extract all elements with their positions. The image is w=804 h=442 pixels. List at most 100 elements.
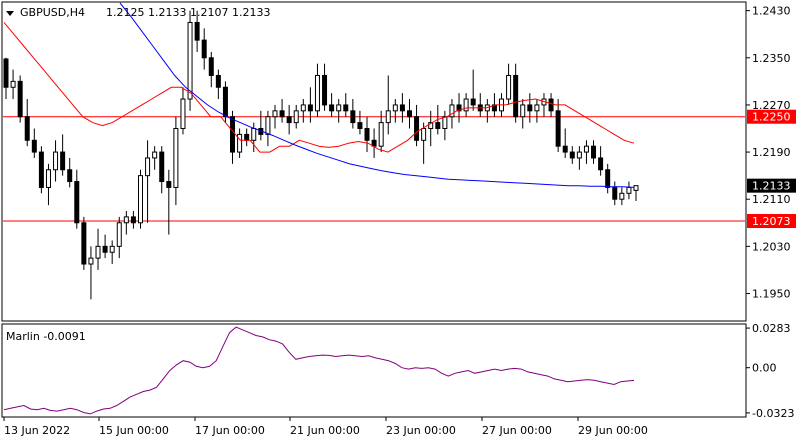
candle-bearish [17,80,23,118]
candle-bearish [555,110,561,147]
price-tags: 1.2250 1.2073 1.2133 [747,109,796,229]
candle-bullish [116,222,122,247]
indicator-label: Marlin -0.0091 [6,330,86,343]
candle-bearish [201,39,207,59]
candle-bullish [576,151,582,159]
candle-bearish [329,104,335,112]
oscillator-tick-label: -0.0323 [752,407,794,420]
candle-bullish [265,116,271,135]
candle-bullish [45,169,51,188]
level-tag-label: 1.2073 [752,215,791,228]
price-tick-label: 1.2430 [752,5,791,18]
candle-bearish [513,74,519,118]
candle-bearish [307,104,313,112]
candle-bearish [435,122,441,130]
candle-bearish [548,98,554,112]
candle-bearish [414,116,420,141]
candle-bearish [222,86,228,118]
y-axis-ticks: 1.2430 1.2350 1.2270 1.2190 1.2110 1.2030 1.19… [746,5,794,420]
candle-bullish [378,122,384,147]
candle-bullish [385,110,391,124]
candle-bearish [81,222,87,265]
time-tick-label: 13 Jun 2022 [4,424,70,437]
candle-bullish [293,110,299,124]
candle-bullish [10,80,16,88]
candle-bullish [534,104,540,112]
candle-bullish [300,104,306,112]
candle-bearish [562,145,568,153]
candle-bullish [314,74,320,112]
level-tag [747,109,796,124]
candle-bullish [180,98,186,130]
time-tick-label: 17 Jun 00:00 [195,424,265,437]
candle-bullish [619,192,625,200]
candle-bullish [421,128,427,141]
candle-bullish [626,186,632,194]
candle-bearish [364,128,370,141]
candle-bullish [506,74,512,100]
candle-bullish [95,245,101,259]
candle-bearish [612,186,618,200]
candle-bearish [470,98,476,106]
dropdown-triangle-icon[interactable] [6,11,14,16]
moving-average-lines [3,2,635,188]
candle-bullish [53,151,59,171]
candle-bearish [244,133,250,141]
time-tick-label: 15 Jun 00:00 [99,424,169,437]
candle-bearish [159,151,165,183]
price-tick-label: 1.2110 [752,193,791,206]
candle-bearish [208,57,214,76]
time-tick-label: 23 Jun 00:00 [386,424,456,437]
candle-bearish [230,116,236,153]
current-price-tag [747,178,796,193]
candle-bearish [357,122,363,130]
candle-bearish [67,169,73,183]
candle-bearish [286,116,292,124]
candle-bearish [343,104,349,112]
candle-bullish [109,245,115,253]
price-tick-label: 1.2190 [752,146,791,159]
price-tick-label: 1.2270 [752,99,791,112]
candle-bearish [130,216,136,224]
oscillator-tick-label: 0.00 [752,362,777,375]
candle-bearish [527,104,533,112]
candle-bearish [31,139,37,153]
blue-moving-average-line [119,2,635,188]
candle-bullish [152,151,158,159]
candle-bullish [442,116,448,130]
candle-bullish [336,104,342,112]
candle-bullish [237,133,243,153]
candle-bearish [3,58,9,88]
indicator-panel [1,323,747,418]
candle-bullish [449,104,455,118]
candle-bearish [399,104,405,112]
candle-bearish [38,151,44,188]
candle-bullish [392,104,398,112]
candle-bearish [350,110,356,124]
candle-bearish [605,169,611,188]
oscillator-line [3,326,635,415]
candle-bullish [88,257,94,265]
marlin-oscillator-line [3,326,635,415]
candle-bearish [215,74,221,88]
x-axis-labels: 13 Jun 2022 15 Jun 00:00 17 Jun 00:00 21 Ju… [3,417,648,437]
candle-bearish [60,151,66,171]
candle-bullish [583,145,589,153]
candle-bullish [251,128,257,141]
candle-bullish [428,122,434,130]
candlesticks [3,10,639,300]
candle-bearish [322,74,328,106]
candle-bearish [591,145,597,159]
candle-bullish [173,128,179,188]
price-tick-label: 1.2350 [752,52,791,65]
candle-bullish [145,157,151,177]
ohlc-label: 1.2125 1.2133 1.2107 1.2133 [106,6,270,19]
candle-bearish [279,110,285,118]
time-tick-label: 29 Jun 00:00 [578,424,648,437]
candle-bearish [456,104,462,112]
candle-bearish [102,245,108,253]
candle-bullish [272,110,278,118]
candle-bearish [598,157,604,171]
current-price-label: 1.2133 [752,180,791,193]
